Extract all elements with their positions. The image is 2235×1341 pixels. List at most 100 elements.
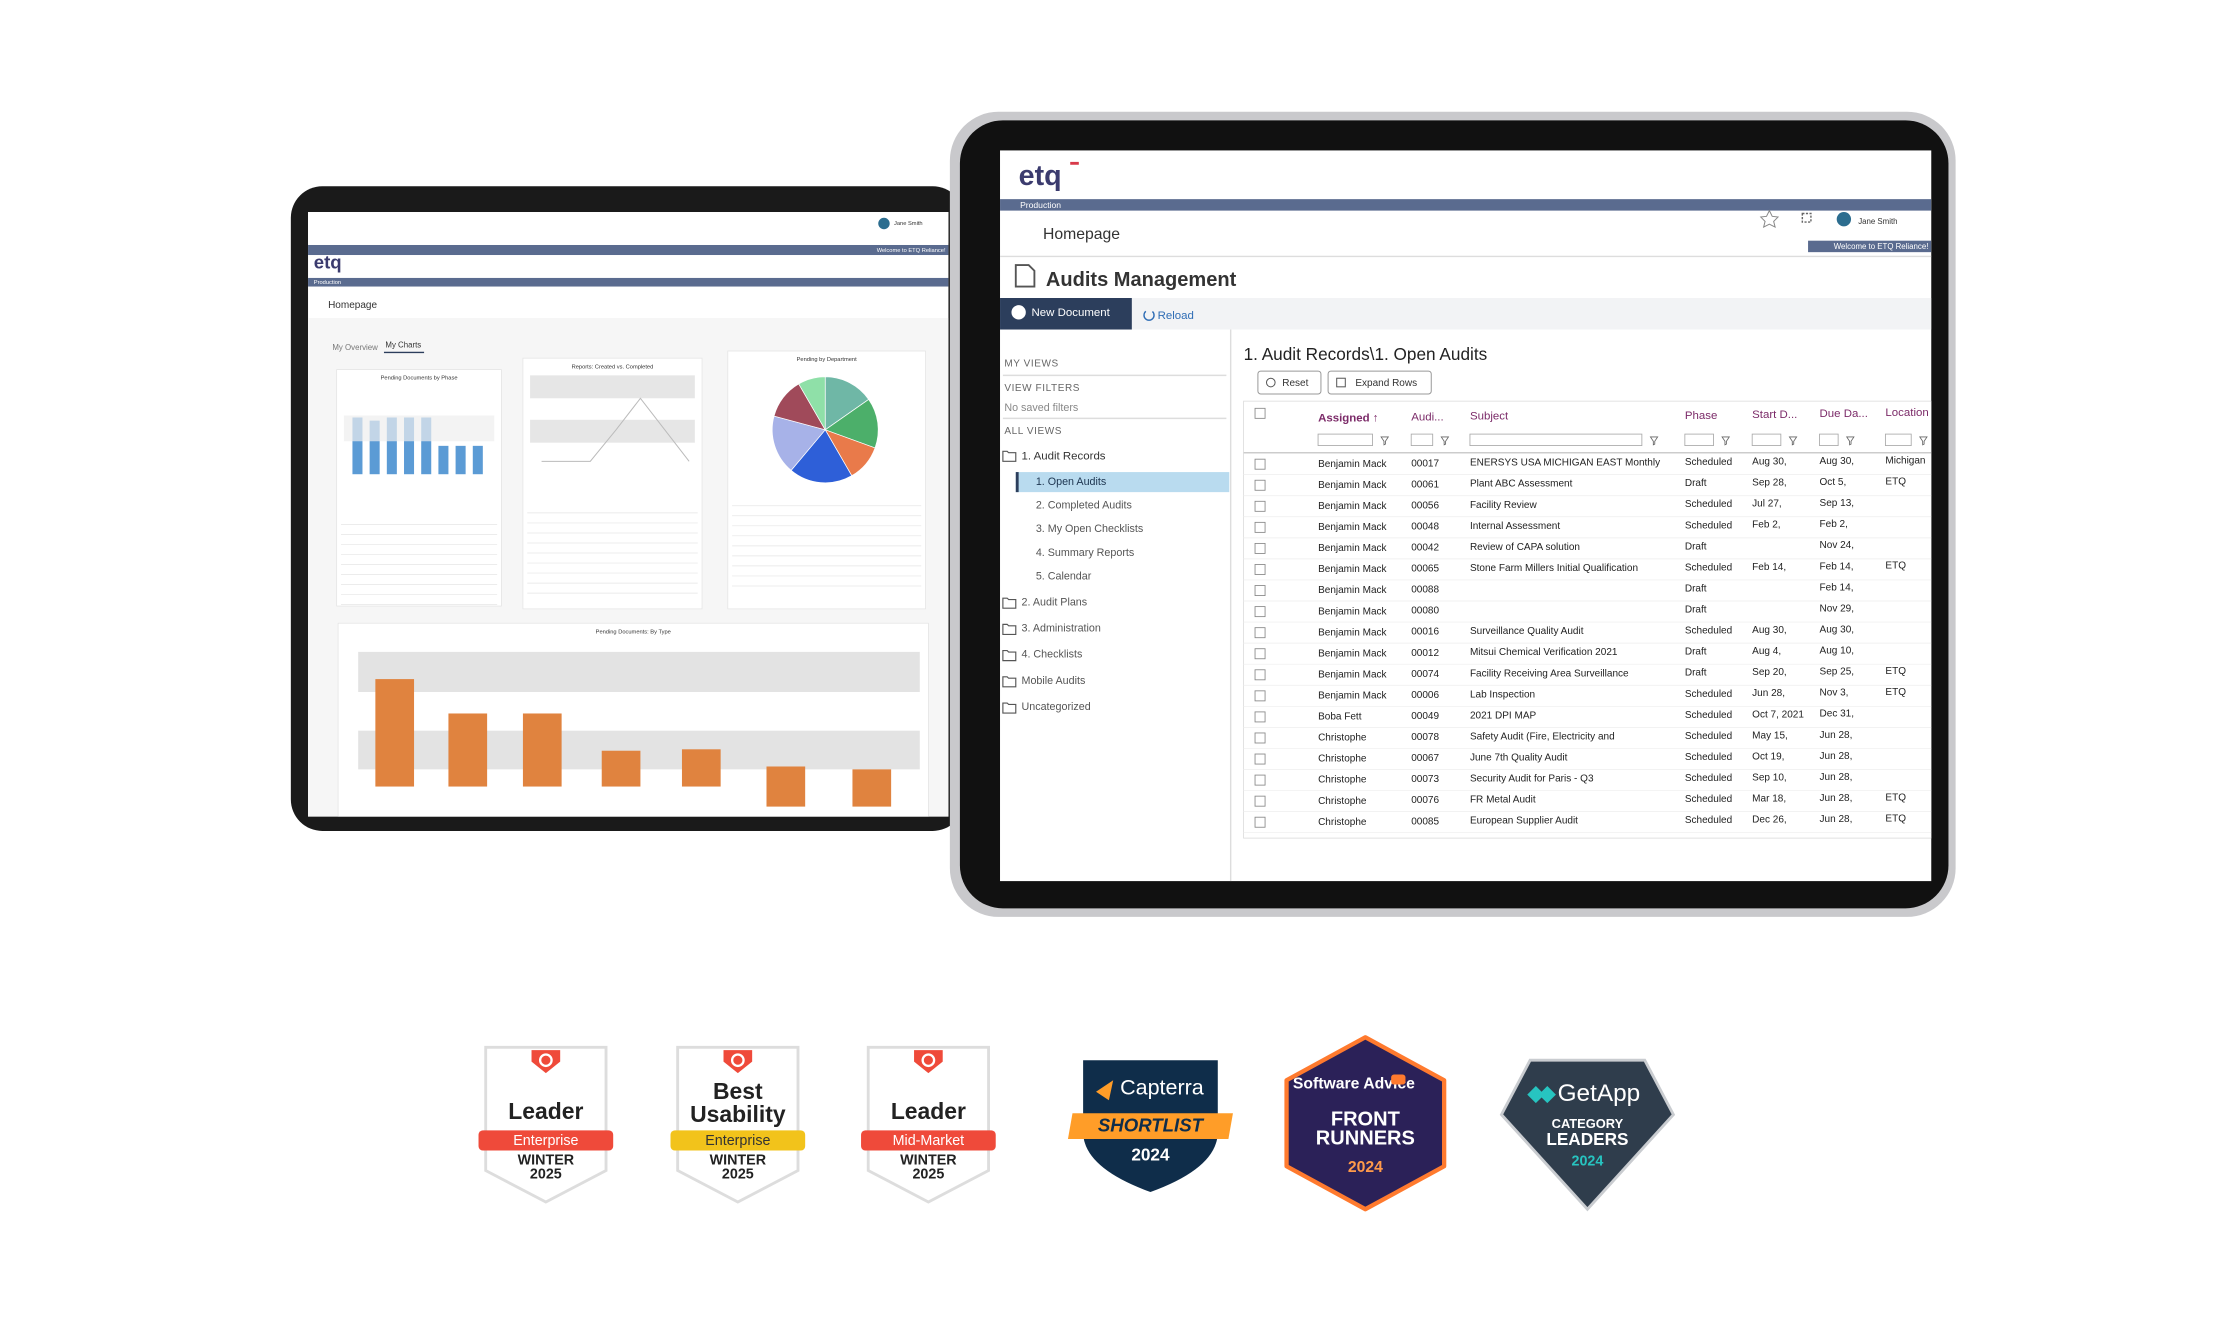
cell: 2021 DPI MAP (1470, 710, 1537, 721)
cell: ETQ (1885, 476, 1906, 487)
column-header: Phase (1685, 410, 1717, 422)
badge-brand: Capterra (1120, 1076, 1204, 1100)
bar (369, 420, 380, 475)
bar (766, 766, 806, 807)
logo: etq (314, 252, 342, 273)
cell: Dec 31, (1820, 709, 1855, 720)
grid-button[interactable] (1327, 370, 1432, 395)
cell: Jun 28, (1820, 793, 1853, 804)
checkbox[interactable] (1254, 500, 1266, 512)
tree-item: 4. Summary Reports (1036, 547, 1134, 559)
column-filter[interactable] (1819, 433, 1839, 446)
cell: Benjamin Mack (1318, 543, 1387, 554)
pie-slice (824, 376, 870, 431)
cell: Draft (1685, 668, 1707, 679)
column-filter[interactable] (1317, 433, 1373, 446)
cell: ETQ (1885, 687, 1906, 698)
tree-item: 1. Open Audits (1036, 476, 1106, 488)
cell: Jun 28, (1820, 814, 1853, 825)
column-filter[interactable] (1684, 433, 1714, 446)
checkbox[interactable] (1254, 690, 1266, 702)
grid-frame (1243, 400, 1932, 839)
checkbox[interactable] (1254, 458, 1266, 470)
cell: Nov 29, (1820, 603, 1855, 614)
checkbox[interactable] (1254, 795, 1266, 807)
filter-icon (1788, 436, 1798, 446)
checkbox[interactable] (1254, 564, 1266, 575)
cell: Benjamin Mack (1318, 648, 1387, 659)
band (358, 651, 920, 692)
g2-logo (723, 1050, 753, 1074)
cell: Sep 20, (1752, 667, 1787, 678)
plus-icon (1011, 305, 1026, 320)
checkbox[interactable] (1254, 753, 1266, 765)
tab: My Overview (332, 343, 378, 352)
section-label: MY VIEWS (1004, 359, 1059, 370)
checkbox[interactable] (1254, 479, 1266, 491)
user-name: Jane Smith (1858, 217, 1897, 226)
tree-item: 5. Calendar (1036, 571, 1092, 583)
checkbox[interactable] (1254, 774, 1266, 786)
filter-icon (1721, 436, 1731, 446)
checkbox[interactable] (1254, 711, 1266, 723)
page-title: Homepage (328, 300, 377, 311)
folder-icon (1002, 702, 1017, 714)
cell: Oct 7, 2021 (1752, 709, 1804, 720)
cell: Scheduled (1685, 562, 1732, 573)
brand-bubble (1391, 1074, 1406, 1085)
checkbox[interactable] (1254, 542, 1266, 554)
column-filter[interactable] (1410, 433, 1434, 446)
badge-season: WINTER (900, 1152, 957, 1168)
column-header: Location (1885, 407, 1928, 419)
checkbox[interactable] (1254, 606, 1266, 618)
column-filter[interactable] (1469, 433, 1643, 446)
apps-icon[interactable] (1801, 212, 1812, 223)
logo-accent (1070, 161, 1079, 165)
cell: Oct 19, (1752, 751, 1784, 762)
reload-icon[interactable] (1143, 309, 1155, 321)
section-label: ALL VIEWS (1004, 426, 1062, 437)
cell: Facility Review (1470, 500, 1538, 511)
column-filter[interactable] (1751, 433, 1782, 446)
checkbox[interactable] (1254, 816, 1266, 828)
cell: 00061 (1411, 479, 1439, 490)
checkbox[interactable] (1254, 732, 1266, 744)
favorite-icon[interactable] (1759, 209, 1780, 229)
env: Production (1020, 200, 1061, 210)
folder-icon (1002, 597, 1017, 609)
tree-item: 2. Audit Plans (1022, 596, 1088, 608)
checkbox[interactable] (1254, 648, 1266, 660)
checkbox[interactable] (1254, 585, 1266, 597)
grid-button[interactable] (1257, 370, 1322, 395)
folder-icon (1002, 450, 1017, 462)
cell: Draft (1685, 605, 1707, 616)
filter-icon (1380, 436, 1390, 446)
checkbox[interactable] (1254, 521, 1266, 533)
column-filter[interactable] (1884, 433, 1912, 446)
cell: 00076 (1411, 795, 1439, 806)
cell: Aug 30, (1752, 625, 1787, 636)
badge-ribbon (670, 1130, 806, 1151)
badge-year: 2024 (1348, 1159, 1383, 1176)
avatar (878, 217, 890, 230)
badge-ribbon (861, 1130, 996, 1151)
cell: Aug 4, (1752, 646, 1781, 657)
checkbox[interactable] (1254, 669, 1266, 681)
grid-title: 1. Audit Records\1. Open Audits (1244, 344, 1488, 364)
cell: Benjamin Mack (1318, 606, 1387, 617)
cell: Feb 2, (1820, 519, 1848, 530)
cell: Jun 28, (1752, 688, 1785, 699)
cell: May 15, (1752, 730, 1788, 741)
tree-item: 3. Administration (1022, 623, 1101, 635)
cell: Christophe (1318, 733, 1367, 744)
module-title: Audits Management (1046, 269, 1237, 291)
cell: Scheduled (1685, 626, 1732, 637)
checkbox[interactable] (1254, 627, 1266, 639)
cell: Scheduled (1685, 815, 1732, 826)
filter-icon (1440, 436, 1450, 446)
welcome: Welcome to ETQ Reliance! (877, 248, 946, 254)
cell: Scheduled (1685, 520, 1732, 531)
pie-slice (771, 415, 826, 471)
chart-title: Pending Documents: By Type (596, 629, 671, 635)
checkbox[interactable] (1254, 407, 1266, 419)
